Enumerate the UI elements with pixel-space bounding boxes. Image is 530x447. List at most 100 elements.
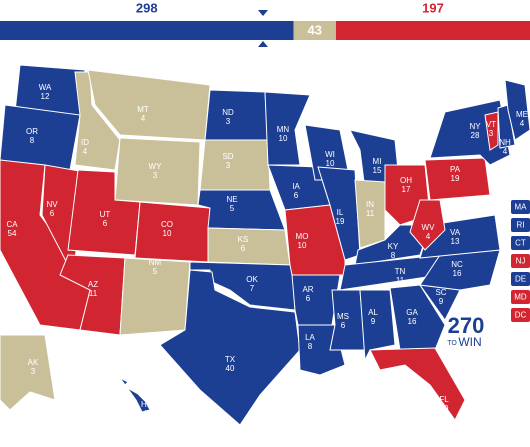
state-abbr: MO: [296, 232, 309, 241]
state-shape: [329, 289, 366, 351]
state-abbr: KS: [238, 235, 249, 244]
state-shape: [0, 334, 56, 411]
state-shape: [0, 104, 81, 171]
tally-segment: [293, 21, 336, 40]
state-ev: 8: [391, 251, 396, 260]
small-state-abbr: MD: [514, 293, 527, 302]
state-shape: [87, 69, 211, 141]
state-abbr: AL: [368, 308, 378, 317]
state-ev: 10: [298, 241, 307, 250]
tally-rep: 197: [422, 0, 444, 15]
state-abbr: WA: [39, 83, 52, 92]
state-abbr: NE: [226, 195, 237, 204]
state-abbr: OR: [26, 127, 38, 136]
state-abbr: TX: [225, 355, 236, 364]
state-abbr: TN: [395, 267, 406, 276]
state-shape: [199, 139, 271, 191]
state-abbr: GA: [406, 308, 418, 317]
state-shape: [497, 104, 516, 149]
state-abbr: MS: [337, 312, 349, 321]
state-ev: 3: [153, 171, 158, 180]
state-ev: 6: [241, 244, 246, 253]
state-ev: 9: [439, 297, 444, 306]
small-state-abbr: RI: [517, 221, 525, 230]
state-abbr: NV: [46, 200, 58, 209]
state-shape: [264, 91, 311, 166]
state-shape: [204, 89, 269, 141]
state-ev: 5: [230, 204, 235, 213]
small-state-abbr: DC: [515, 311, 527, 320]
tally-toss: 43: [308, 22, 322, 37]
state-ev: 30: [440, 404, 449, 413]
state-ev: 12: [41, 92, 50, 101]
state-ev: 11: [89, 289, 98, 298]
state-ev: 6: [341, 321, 346, 330]
state-abbr: VT: [486, 120, 496, 129]
state-abbr: IL: [337, 208, 344, 217]
state-ev: 8: [30, 136, 35, 145]
state-abbr: OH: [400, 176, 412, 185]
state-shape: [317, 166, 361, 261]
state-ev: 54: [8, 229, 17, 238]
state-abbr: SC: [435, 288, 446, 297]
small-state-box: [511, 236, 530, 250]
state-abbr: PA: [450, 165, 461, 174]
state-ev: 17: [402, 185, 411, 194]
midpoint-marker: [258, 10, 268, 16]
state-ev: 8: [308, 342, 313, 351]
state-abbr: WY: [149, 162, 163, 171]
state-ev: 5: [153, 267, 158, 276]
state-ev: 3: [226, 117, 231, 126]
state-ev: 4: [141, 114, 146, 123]
state-ev: 28: [471, 131, 480, 140]
state-abbr: KY: [388, 242, 399, 251]
logo-win: WIN: [458, 335, 481, 349]
small-state-box: [511, 290, 530, 304]
state-shape: [134, 201, 211, 263]
state-shape: [409, 199, 446, 251]
state-ev: 13: [451, 237, 460, 246]
state-abbr: AK: [28, 358, 39, 367]
tally-dem: 298: [136, 0, 158, 15]
state-ev: 6: [50, 209, 55, 218]
state-abbr: ME: [516, 110, 528, 119]
state-ev: 10: [279, 134, 288, 143]
state-ev: 6: [103, 219, 108, 228]
state-ev: 4: [143, 409, 148, 418]
state-abbr: ND: [222, 108, 234, 117]
state-ev: 4: [426, 232, 431, 241]
state-abbr: MN: [277, 125, 290, 134]
small-state-box: [511, 218, 530, 232]
state-abbr: NM: [149, 258, 162, 267]
state-abbr: MI: [373, 157, 382, 166]
state-ev: 15: [373, 166, 382, 175]
small-state-list: MA RI CT NJ DE MD DC: [511, 200, 530, 322]
state-ev: 10: [163, 229, 172, 238]
state-abbr: OK: [246, 275, 258, 284]
state-abbr: AZ: [88, 280, 98, 289]
state-shape: [159, 269, 301, 426]
state-abbr: IA: [292, 182, 300, 191]
state-ev: 9: [371, 317, 376, 326]
state-shape: [424, 157, 491, 201]
state-abbr: ID: [81, 138, 89, 147]
state-abbr: VA: [450, 228, 461, 237]
state-ev: 40: [226, 364, 235, 373]
state-abbr: CA: [6, 220, 18, 229]
small-state-box: [511, 308, 530, 322]
state-ev: 4: [83, 147, 88, 156]
state-shape: [197, 189, 286, 231]
state-abbr: FL: [439, 395, 449, 404]
small-state-abbr: MA: [515, 203, 528, 212]
state-abbr: NH: [499, 138, 511, 147]
tally-segment: [0, 21, 294, 40]
small-state-abbr: CT: [515, 239, 526, 248]
state-abbr: WV: [422, 223, 436, 232]
logo-number: 270: [448, 313, 485, 338]
logo: 270 TO WIN: [447, 313, 484, 349]
midpoint-marker: [258, 41, 268, 47]
state-abbr: NC: [451, 260, 463, 269]
state-ev: 16: [408, 317, 417, 326]
